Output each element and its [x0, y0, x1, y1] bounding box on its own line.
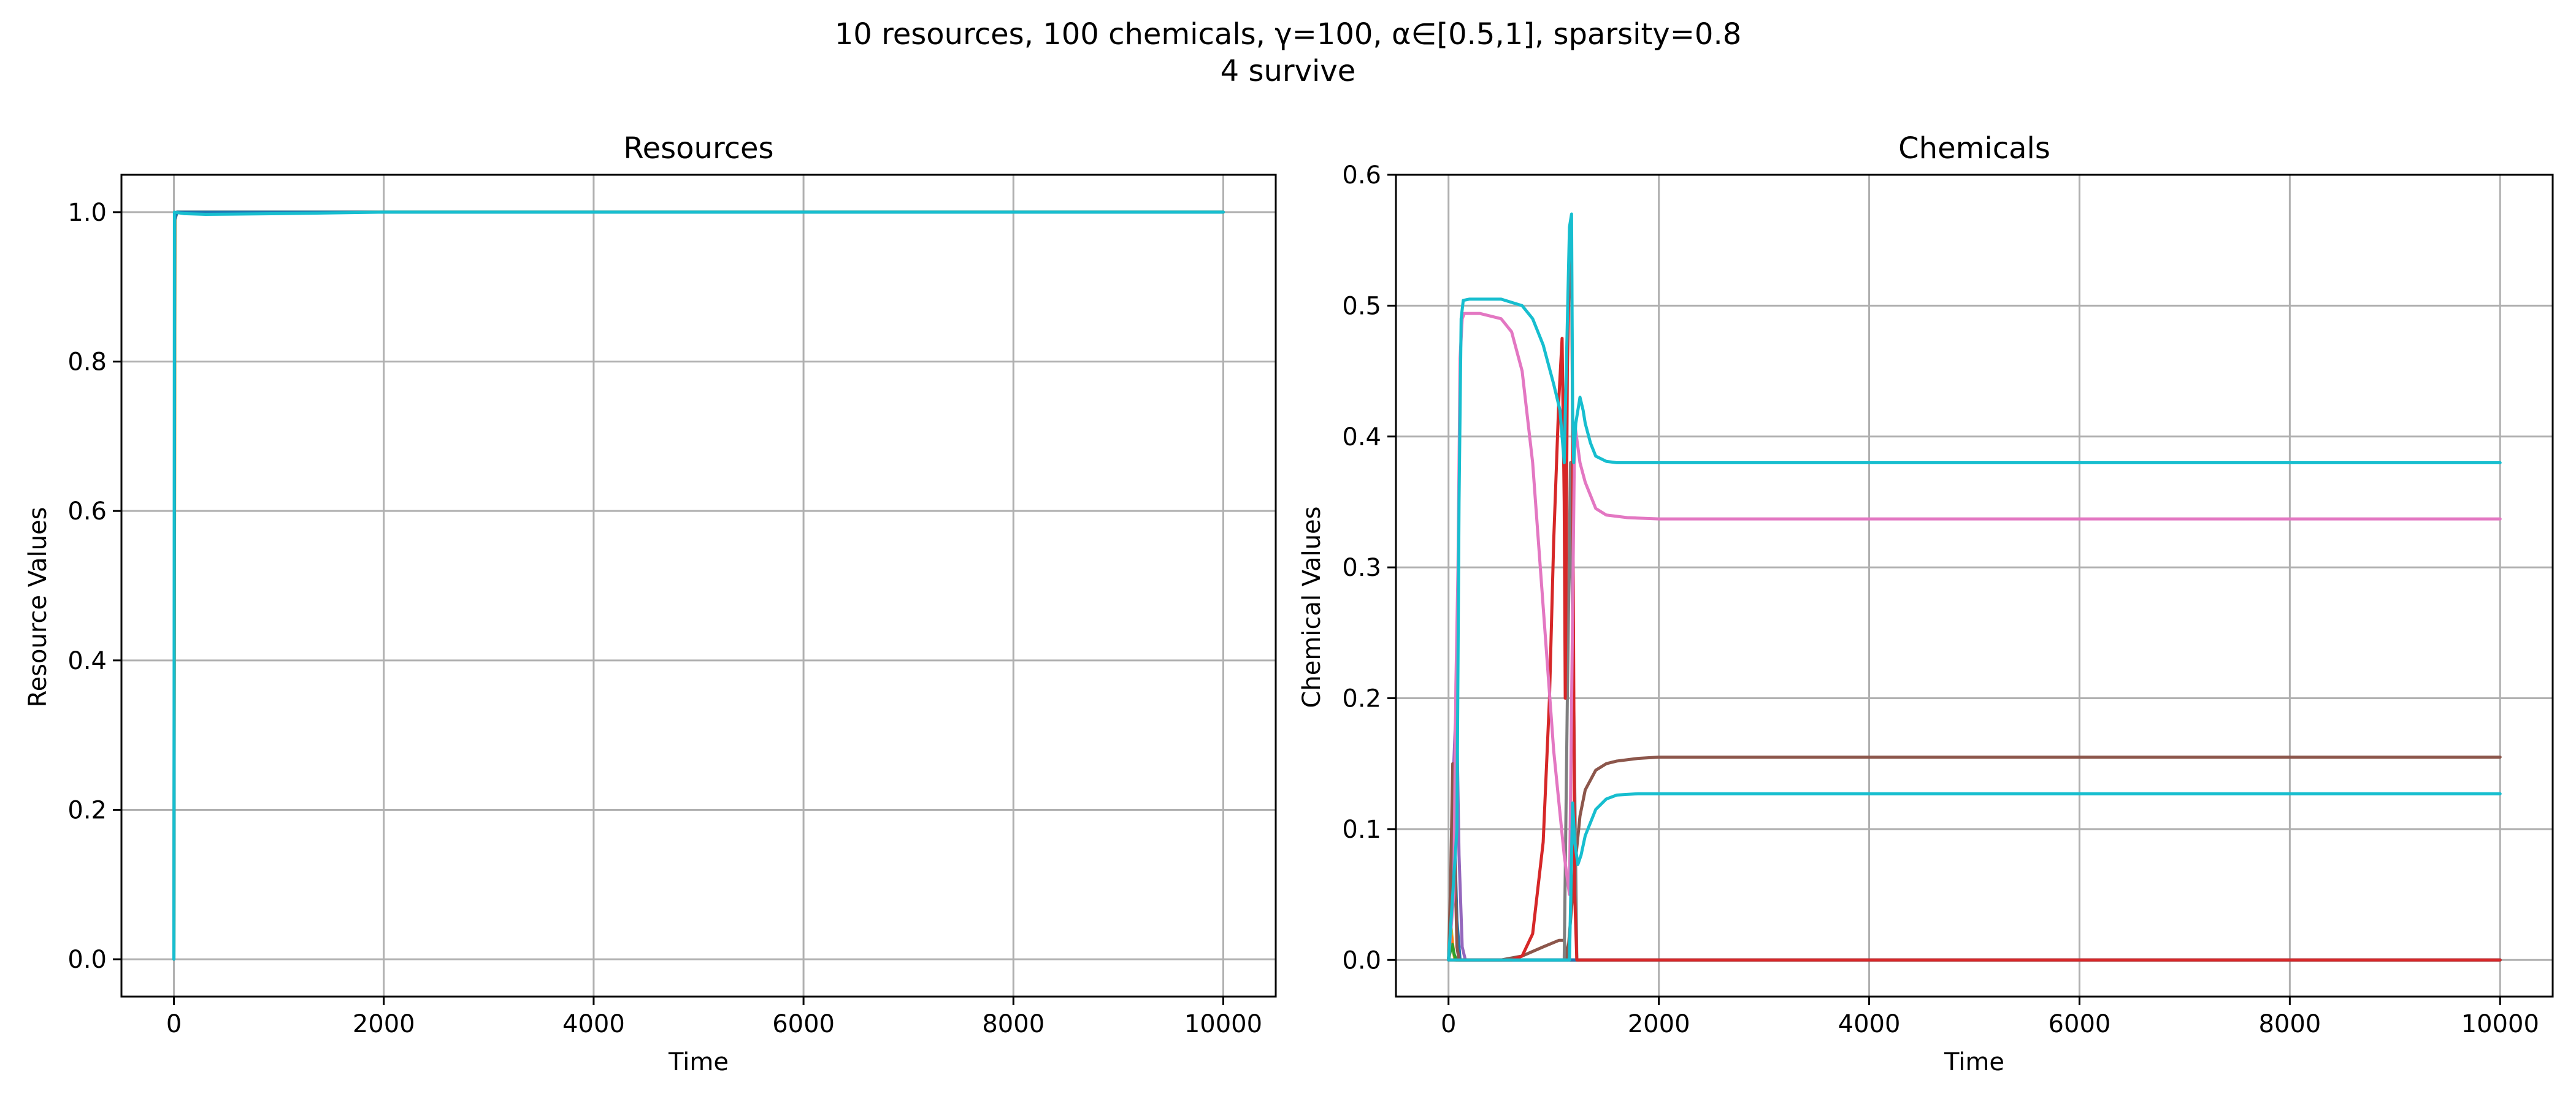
- chemicals-series-line-5: [1447, 756, 2502, 962]
- chemicals-series-line-2: [1447, 943, 2502, 962]
- resources-series-line-3: [172, 210, 1225, 961]
- chemicals-series-line-0: [1447, 925, 2502, 962]
- resources-axes-frame: [120, 174, 1277, 998]
- resources-panel: Resources Time Resource Values 0 2000 4000…: [24, 131, 1277, 1076]
- resources-ytick-label: 0.6: [67, 497, 107, 526]
- suptitle-line-1: 10 resources, 100 chemicals, γ=100, α∈[0…: [835, 17, 1742, 52]
- chemicals-ytick-label: 0.1: [1342, 816, 1381, 844]
- resources-ytick-label: 0.0: [67, 946, 107, 974]
- resources-xtick-label: 6000: [772, 1010, 835, 1038]
- resources-ylabel: Resource Values: [24, 507, 52, 708]
- chemicals-title: Chemicals: [1898, 131, 2050, 166]
- resources-xtick-label: 0: [166, 1010, 182, 1038]
- chemicals-ytick-label: 0.5: [1342, 292, 1381, 320]
- resources-xlabel: Time: [668, 1048, 729, 1076]
- chemicals-xtick-label: 2000: [1628, 1010, 1690, 1038]
- chemicals-ylabel: Chemical Values: [1298, 507, 1326, 708]
- chemicals-xtick-label: 10000: [2461, 1010, 2539, 1038]
- resources-ytick-label: 0.8: [67, 348, 107, 377]
- resources-xtick-label: 2000: [353, 1010, 415, 1038]
- chemicals-series-line-9: [1447, 212, 2502, 962]
- chemicals-series-line-4: [1447, 827, 2502, 962]
- resources-ytick-label: 0.4: [67, 647, 107, 675]
- resources-series-line-0: [172, 210, 1225, 961]
- chemicals-series-line-8: [1447, 312, 2502, 962]
- resources-xtick-label: 4000: [562, 1010, 625, 1038]
- resources-series-line-2: [172, 210, 1225, 961]
- chemicals-series-line-7: [1447, 251, 2502, 962]
- suptitle-line-2: 4 survive: [1221, 54, 1356, 88]
- chemicals-ytick-label: 0.0: [1342, 946, 1381, 975]
- resources-xtick-label: 8000: [982, 1010, 1045, 1038]
- chemicals-xtick-label: 4000: [1838, 1010, 1901, 1038]
- resources-ytick-label: 1.0: [67, 199, 107, 227]
- resources-title: Resources: [623, 131, 773, 166]
- chemicals-xtick-label: 0: [1441, 1010, 1456, 1038]
- chemicals-ytick-label: 0.6: [1342, 161, 1381, 190]
- chemicals-series-line-10: [1447, 792, 2502, 962]
- resources-series-group: [172, 210, 1225, 961]
- chemicals-series-group: [1447, 212, 2502, 962]
- chemicals-panel: Chemicals Time Chemical Values 0 2000 4000…: [1298, 131, 2554, 1076]
- chemicals-series-line-1: [1447, 935, 2502, 962]
- resources-xtick-label: 10000: [1184, 1010, 1262, 1038]
- resources-series-line-1: [172, 210, 1225, 954]
- resources-ytick-label: 0.2: [67, 796, 107, 824]
- chemicals-axes-frame: [1395, 174, 2554, 998]
- chemicals-ytick-label: 0.4: [1342, 423, 1381, 451]
- chemicals-xlabel: Time: [1944, 1048, 2004, 1076]
- chemicals-xtick-label: 8000: [2258, 1010, 2321, 1038]
- chemicals-xtick-label: 6000: [2049, 1010, 2111, 1038]
- chemicals-series-line-6: [1562, 461, 2502, 962]
- chemicals-ytick-label: 0.3: [1342, 554, 1381, 582]
- chemicals-ytick-label: 0.2: [1342, 685, 1381, 713]
